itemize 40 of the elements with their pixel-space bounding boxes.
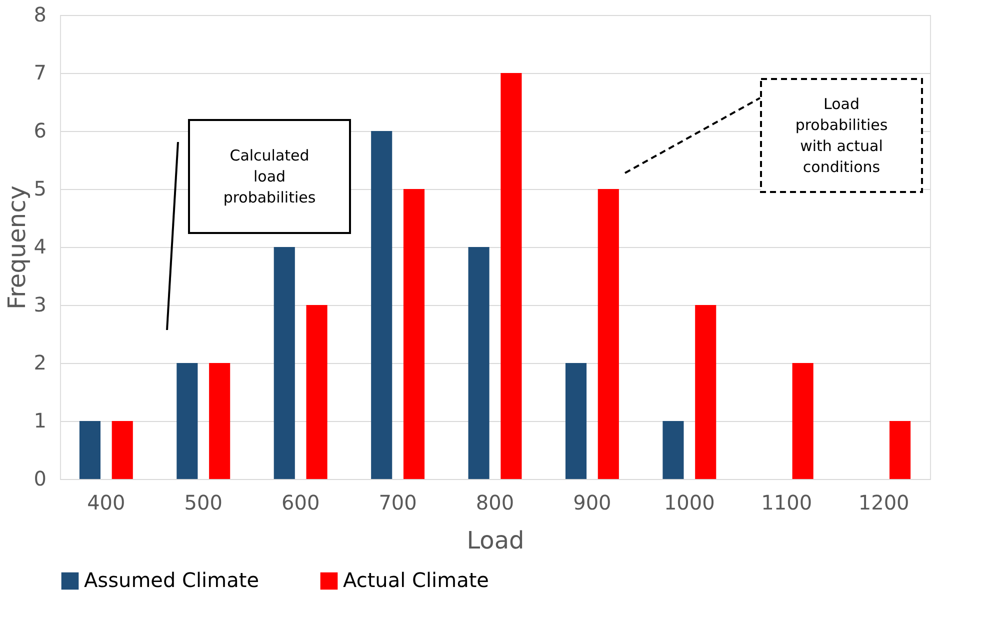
bar	[565, 363, 587, 479]
y-axis-title: Frequency	[2, 186, 31, 310]
y-tick-label: 6	[34, 118, 46, 142]
legend-label: Assumed Climate	[84, 568, 259, 592]
x-tick-label: 800	[476, 490, 514, 514]
x-tick-label: 500	[184, 490, 222, 514]
bar	[598, 189, 619, 479]
x-tick-label: 1100	[761, 490, 812, 514]
bar	[403, 189, 425, 479]
bar	[695, 305, 716, 479]
y-tick-label: 2	[34, 350, 46, 374]
bar	[306, 305, 328, 479]
annotation: Calculated load probabilities	[223, 146, 316, 206]
y-tick-label: 3	[34, 292, 46, 316]
x-tick-label: 700	[378, 490, 417, 514]
x-tick-label: 400	[87, 490, 126, 514]
bar	[274, 247, 295, 479]
y-tick-label: 4	[34, 234, 46, 258]
bar	[889, 421, 911, 479]
bar	[468, 247, 490, 479]
bar	[112, 421, 133, 479]
bar	[79, 421, 101, 479]
y-tick-label: 5	[34, 176, 46, 200]
x-tick-label: 600	[281, 490, 320, 514]
bar	[371, 131, 392, 479]
y-tick-label: 8	[34, 2, 46, 26]
y-tick-label: 1	[34, 408, 46, 432]
x-tick-label: 900	[573, 490, 612, 514]
y-tick-label: 7	[34, 60, 46, 84]
bar	[500, 73, 522, 479]
bar	[176, 363, 198, 479]
x-tick-label: 1000	[664, 490, 715, 514]
legend-label: Actual Climate	[343, 568, 489, 592]
annotation: Load probabilities with actual conditions	[795, 95, 888, 176]
bar	[792, 363, 814, 479]
y-tick-label: 0	[34, 466, 46, 490]
x-axis-title: Load	[466, 526, 524, 554]
bar	[662, 421, 684, 479]
bar	[209, 363, 230, 479]
x-tick-label: 1200	[858, 490, 910, 514]
